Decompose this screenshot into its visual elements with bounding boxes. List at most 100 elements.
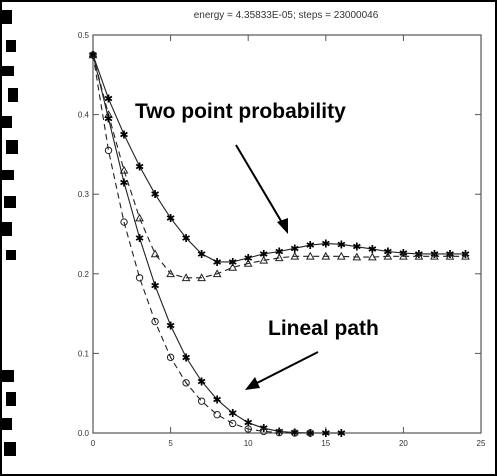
series-2-point: ✱ (275, 425, 284, 438)
series-3-point (166, 353, 175, 362)
series-1-line (92, 54, 466, 279)
series-2-point: ✱ (244, 417, 253, 430)
series-3-point (213, 410, 221, 419)
annotation-arrow-lineal (254, 351, 319, 385)
series-3-point (244, 425, 252, 433)
series-2-point: ✱ (104, 113, 113, 126)
y-tick-label: 0.4 (78, 111, 90, 120)
series-3-point (120, 218, 128, 226)
series-0-point: ✱ (337, 238, 346, 251)
series-0-point: ✱ (135, 160, 144, 173)
series-2-point: ✱ (228, 407, 237, 420)
annotation-lineal-path: Lineal path (268, 317, 379, 340)
series-1-point (212, 269, 222, 278)
annotation-arrow-two-point (235, 144, 285, 227)
series-2-point: ✱ (166, 320, 175, 333)
x-tick-label: 15 (321, 439, 330, 448)
series-2-point: ✱ (321, 427, 330, 440)
series-2-point: ✱ (259, 422, 268, 435)
series-2-point: ✱ (290, 427, 299, 440)
series-3-point (260, 427, 268, 436)
series-0-point: ✱ (213, 256, 222, 269)
series-1-point (336, 251, 346, 260)
series-0-point: ✱ (306, 239, 315, 252)
annotation-arrowhead-two-point (277, 218, 288, 234)
series-3-point (182, 379, 190, 387)
annotation-arrowhead-lineal (245, 377, 260, 390)
series-1-point (135, 213, 144, 222)
series-1-point (430, 251, 439, 260)
series-0-point: ✱ (197, 248, 206, 261)
x-tick-label: 25 (477, 439, 486, 448)
series-2-point: ✱ (150, 280, 159, 293)
series-0-point: ✱ (290, 242, 299, 255)
series-3-point (151, 317, 159, 326)
series-2-point: ✱ (213, 394, 222, 407)
series-0-point: ✱ (321, 238, 330, 251)
series-1-point (399, 251, 408, 260)
series-1-point (197, 273, 206, 282)
series-1-point (228, 262, 238, 271)
series-0-point: ✱ (182, 232, 191, 245)
x-tick-label: 0 (91, 439, 96, 448)
series-1-point (243, 258, 253, 267)
series-0-point: ✱ (352, 241, 361, 254)
series-1-point (445, 251, 455, 260)
series-1-point (259, 255, 269, 264)
series-2-point: ✱ (197, 375, 206, 388)
series-1-point (290, 251, 300, 260)
series-1-point (414, 251, 424, 260)
series-1-point (461, 251, 470, 260)
series-3-point (135, 274, 144, 282)
series-0-point: ✱ (104, 93, 113, 106)
series-0-point: ✱ (119, 129, 128, 142)
y-tick-label: 0.2 (78, 270, 90, 279)
x-tick-label: 10 (244, 439, 253, 448)
series-0-point: ✱ (461, 248, 470, 261)
series-1-point (274, 253, 284, 262)
series-0-point: ✱ (445, 248, 454, 261)
y-tick-label: 0.1 (78, 349, 90, 358)
annotation-two-point-probability: Two point probability (135, 100, 346, 123)
series-1-point (181, 273, 191, 282)
series-2-point: ✱ (182, 351, 191, 364)
y-tick-label: 0.3 (78, 190, 90, 199)
series-0-point: ✱ (150, 188, 159, 201)
series-1-point (368, 252, 377, 261)
y-tick-label: 0.0 (78, 429, 90, 438)
series-3-point (104, 146, 113, 155)
left-edge-noise (0, 10, 18, 456)
series-1-point (119, 165, 129, 174)
series-3-point (291, 429, 299, 437)
x-tick-label: 20 (399, 439, 408, 448)
chart-title: energy = 4.35833E-05; steps = 23000046 (194, 10, 379, 21)
series-0-point: ✱ (166, 212, 175, 225)
series-0-point: ✱ (259, 248, 268, 261)
series-1-point (383, 251, 393, 260)
series-3-point (275, 428, 283, 437)
series-2-point: ✱ (135, 232, 144, 245)
series-0-point: ✱ (414, 248, 423, 261)
series-0-point: ✱ (228, 256, 237, 269)
axis-ticks: 0 5 10 15 20 25 0.0 0.1 0.2 0.3 0.4 0.5 (78, 31, 486, 448)
series-1-point (321, 251, 331, 260)
series-3-point (306, 429, 314, 437)
series-0-point: ✱ (368, 243, 377, 256)
series-1-point (166, 269, 175, 278)
series-3-point (228, 419, 237, 428)
series-1-point (150, 249, 160, 258)
series-3-point (89, 51, 97, 59)
series-2-point: ✱ (337, 427, 346, 440)
series-2-point: ✱ (119, 176, 128, 189)
series-3-point (197, 397, 206, 405)
x-tick-label: 5 (168, 439, 173, 448)
series-0-point: ✱ (275, 246, 284, 259)
series-0-point: ✱ (430, 248, 439, 261)
series-0-point: ✱ (244, 252, 253, 265)
y-tick-label: 0.5 (78, 31, 90, 40)
series-layer: ✱✱✱✱✱✱✱✱✱ ✱ ✱ ✱ ✱ ✱ ✱ ✱ ✱ ✱ ✱ ✱ ✱ ✱ ✱ ✱ ✱✱✱✱✱✱✱✱✱✱✱✱ ✱ ✱ ✱ ✱… (88, 49, 470, 440)
series-1-point (352, 252, 362, 261)
series-1-point (305, 251, 315, 260)
